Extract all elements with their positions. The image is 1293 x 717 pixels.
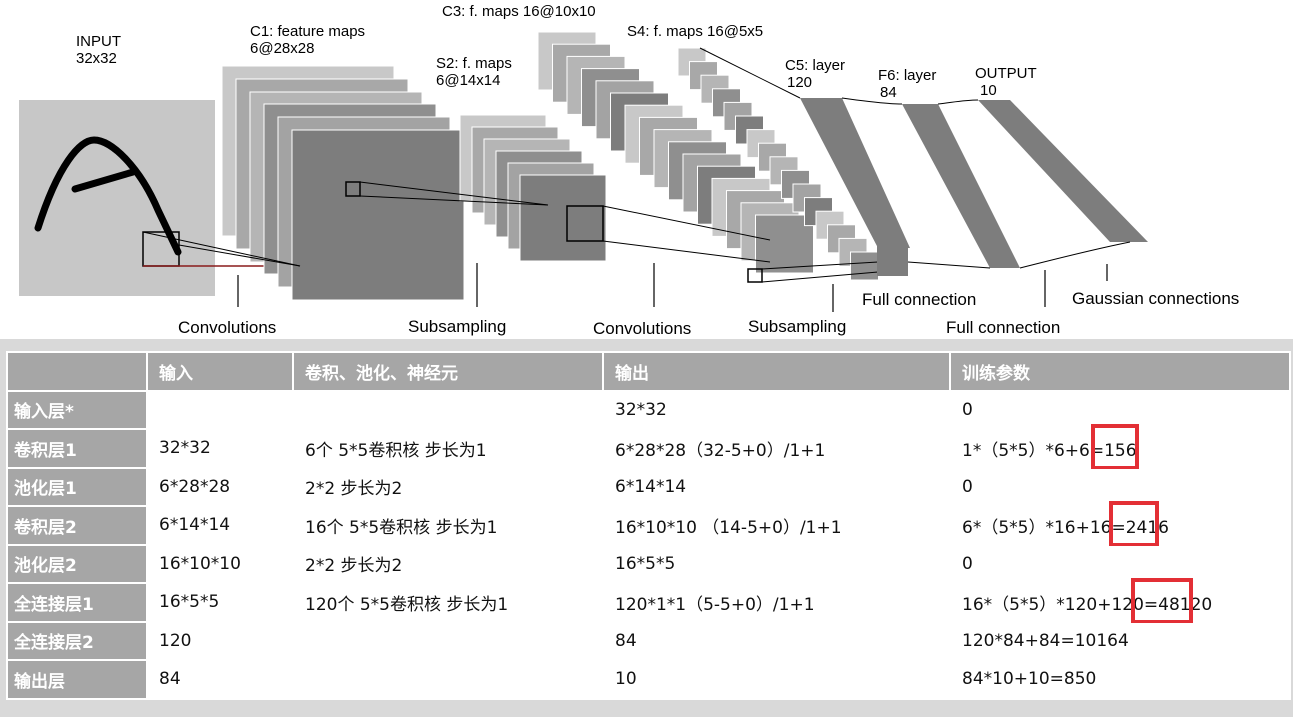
table-row: 全连接层1 16*5*5 120个 5*5卷积核 步长为1 120*1*1（5-5+0… [6, 578, 1291, 624]
op-full-connection-1: Full connection [862, 290, 976, 309]
feature-map [755, 214, 814, 274]
cell-params: 120*84+84=10164 [949, 620, 1291, 661]
cell-output: 6*28*28（32-5+0）/1+1 [602, 428, 951, 469]
row-layer-name: 输出层 [6, 659, 148, 700]
c3-feature-maps [537, 31, 814, 274]
cell-params: 6*（5*5）*16+16=2416 [949, 501, 1291, 547]
cell-input: 84 [146, 659, 294, 700]
cell-operation: 16个 5*5卷积核 步长为1 [292, 505, 604, 546]
cell-operation [292, 659, 604, 700]
cell-input: 6*28*28 [146, 466, 294, 507]
row-layer-name: 池化层1 [6, 466, 148, 507]
s2-feature-maps [459, 114, 607, 262]
cell-params: 84*10+10=850 [949, 659, 1291, 700]
c5-layer [800, 98, 910, 276]
row-layer-name: 输入层* [6, 389, 148, 430]
cell-output: 16*10*10 （14-5+0）/1+1 [602, 505, 951, 546]
cell-input: 32*32 [146, 428, 294, 469]
cell-input [146, 389, 294, 430]
c1-label-line2: 6@28x28 [250, 40, 314, 57]
cell-operation: 2*2 步长为2 [292, 466, 604, 507]
f6-layer [902, 104, 1020, 269]
cell-params: 1*（5*5）*6+6=156 [949, 424, 1291, 470]
c1-feature-maps [221, 65, 465, 301]
cell-output: 10 [602, 659, 951, 700]
cell-output: 16*5*5 [602, 543, 951, 584]
cell-operation [292, 389, 604, 430]
cell-params: 0 [949, 466, 1291, 507]
op-convolutions-2: Convolutions [593, 319, 691, 338]
header-params: 训练参数 [949, 351, 1291, 392]
header-operation: 卷积、池化、神经元 [292, 351, 604, 392]
cell-input: 6*14*14 [146, 505, 294, 546]
table-row: 输出层 84 10 84*10+10=850 [6, 659, 1291, 700]
table-row: 卷积层2 6*14*14 16个 5*5卷积核 步长为1 16*10*10 （14-5… [6, 501, 1291, 547]
operation-ticks [237, 263, 1108, 312]
row-layer-name: 全连接层1 [6, 582, 148, 623]
c1-label-line1: C1: feature maps [250, 23, 365, 40]
cell-params: 0 [949, 543, 1291, 584]
c3-label: C3: f. maps 16@10x10 [442, 3, 596, 20]
highlight-box [1091, 424, 1139, 470]
cell-output: 84 [602, 620, 951, 661]
cell-operation: 120个 5*5卷积核 步长为1 [292, 582, 604, 623]
s2-label-line1: S2: f. maps [436, 55, 512, 72]
parameter-table: 输入 卷积、池化、神经元 输出 训练参数 输入层* 32*32 0 卷积层1 32*32… [6, 351, 1291, 700]
output-layer [978, 100, 1148, 269]
op-full-connection-2: Full connection [946, 318, 1060, 337]
input-layer [19, 100, 300, 296]
table-header-row: 输入 卷积、池化、神经元 输出 训练参数 [6, 351, 1291, 392]
table-row: 输入层* 32*32 0 [6, 389, 1291, 430]
feature-map [850, 251, 879, 281]
s2-label-line2: 6@14x14 [436, 72, 500, 89]
lenet5-architecture-diagram: INPUT 32x32 C1: feature maps 6@28x28 S2:… [19, 3, 1239, 338]
cell-operation: 6个 5*5卷积核 步长为1 [292, 428, 604, 469]
input-label-line2: 32x32 [76, 50, 117, 67]
cell-output: 120*1*1（5-5+0）/1+1 [602, 582, 951, 623]
table-row: 卷积层1 32*32 6个 5*5卷积核 步长为1 6*28*28（32-5+0）/1… [6, 424, 1291, 470]
f6-label-line1: F6: layer [878, 67, 936, 84]
op-subsampling-2: Subsampling [748, 317, 846, 336]
cell-output: 6*14*14 [602, 466, 951, 507]
cell-output: 32*32 [602, 389, 951, 430]
cell-input: 120 [146, 620, 294, 661]
cell-params: 0 [949, 389, 1291, 430]
op-convolutions-1: Convolutions [178, 318, 276, 337]
s4-label: S4: f. maps 16@5x5 [627, 23, 763, 40]
cell-input: 16*5*5 [146, 582, 294, 623]
table-row: 全连接层2 120 84 120*84+84=10164 [6, 620, 1291, 661]
parameter-table-panel: 输入 卷积、池化、神经元 输出 训练参数 输入层* 32*32 0 卷积层1 32*32… [0, 339, 1293, 717]
row-layer-name: 全连接层2 [6, 620, 148, 661]
input-label-line1: INPUT [76, 33, 121, 50]
row-layer-name: 卷积层2 [6, 505, 148, 546]
cell-operation [292, 620, 604, 661]
table-row: 池化层1 6*28*28 2*2 步长为2 6*14*14 0 [6, 466, 1291, 507]
cell-params: 16*（5*5）*120+120=48120 [949, 578, 1291, 624]
header-output: 输出 [602, 351, 951, 392]
s4-feature-maps [677, 47, 879, 281]
op-gaussian-connections: Gaussian connections [1072, 289, 1239, 308]
table-row: 池化层2 16*10*10 2*2 步长为2 16*5*5 0 [6, 543, 1291, 584]
cell-input: 16*10*10 [146, 543, 294, 584]
c5-label-line1: C5: layer [785, 57, 845, 74]
op-subsampling-1: Subsampling [408, 317, 506, 336]
header-corner [6, 351, 148, 392]
row-layer-name: 卷积层1 [6, 428, 148, 469]
header-input: 输入 [146, 351, 294, 392]
f6-label-line2: 84 [880, 84, 897, 101]
row-layer-name: 池化层2 [6, 543, 148, 584]
cell-operation: 2*2 步长为2 [292, 543, 604, 584]
output-label-line2: 10 [980, 82, 997, 99]
output-label-line1: OUTPUT [975, 65, 1037, 82]
highlight-box [1131, 578, 1193, 624]
c5-label-line2: 120 [787, 74, 812, 91]
highlight-box [1109, 501, 1159, 547]
